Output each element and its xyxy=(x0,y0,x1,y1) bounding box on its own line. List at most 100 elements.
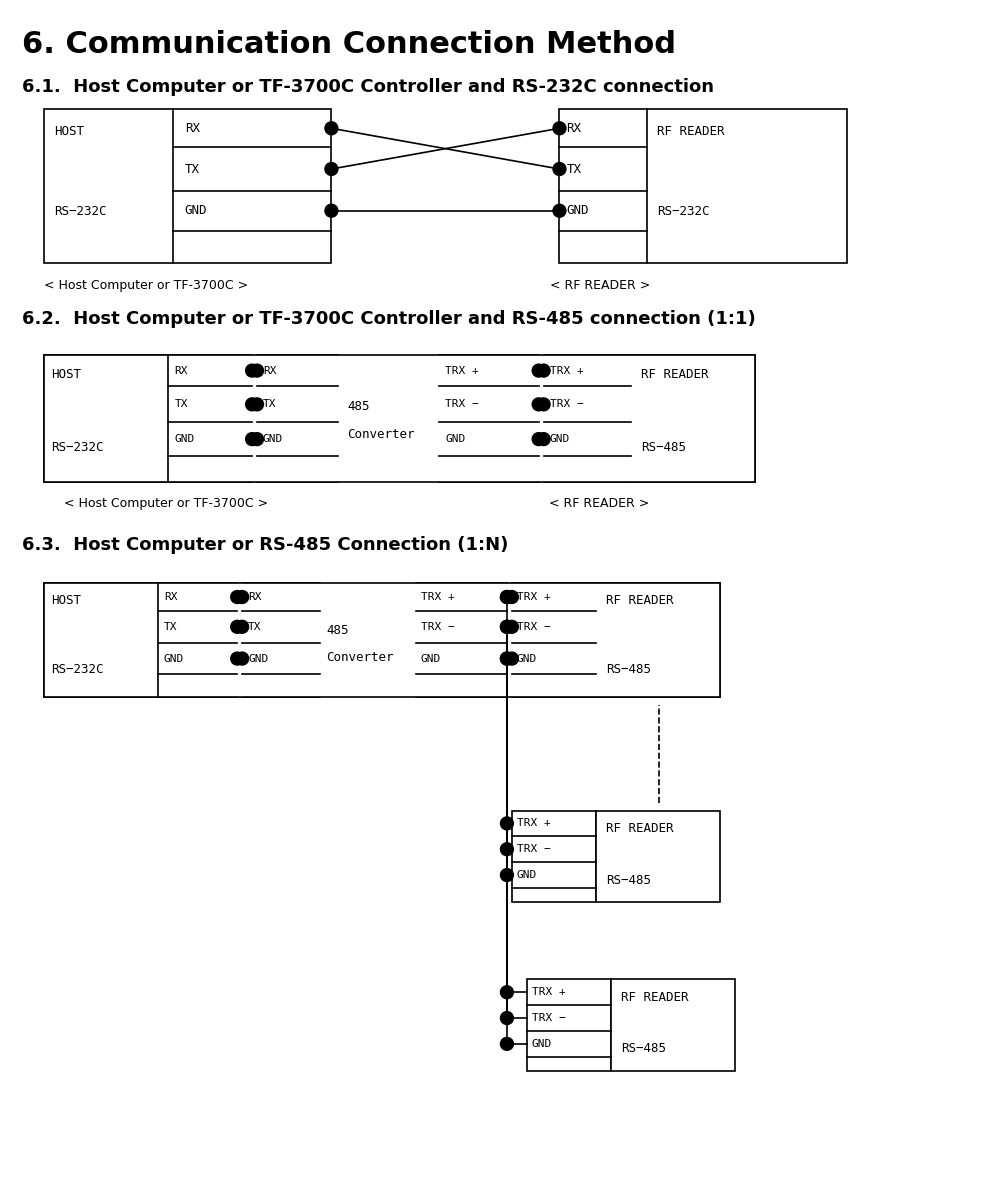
Circle shape xyxy=(500,591,513,604)
Circle shape xyxy=(246,398,259,410)
Text: GND: GND xyxy=(263,434,283,444)
Text: RS−232C: RS−232C xyxy=(656,206,709,218)
Text: < RF READER >: < RF READER > xyxy=(550,279,649,292)
Text: RS−485: RS−485 xyxy=(607,663,651,676)
Text: RF READER: RF READER xyxy=(607,822,673,835)
Bar xyxy=(44,355,252,482)
Bar xyxy=(512,584,597,697)
Text: TRX +: TRX + xyxy=(517,592,551,602)
Text: RS−485: RS−485 xyxy=(607,873,651,886)
Text: < RF READER >: < RF READER > xyxy=(549,498,648,511)
Bar xyxy=(612,980,735,1070)
Circle shape xyxy=(325,205,338,218)
Text: 6.2.  Host Computer or TF-3700C Controller and RS-485 connection (1:1): 6.2. Host Computer or TF-3700C Controlle… xyxy=(22,310,756,328)
Bar xyxy=(560,109,847,263)
Circle shape xyxy=(246,364,259,377)
Circle shape xyxy=(251,364,264,377)
Circle shape xyxy=(231,652,244,665)
Text: TX: TX xyxy=(184,163,199,176)
Bar xyxy=(242,584,320,697)
Text: TRX −: TRX − xyxy=(517,622,551,631)
Circle shape xyxy=(537,433,550,446)
Text: TRX −: TRX − xyxy=(420,622,454,631)
Bar xyxy=(44,584,237,697)
Bar xyxy=(630,355,755,482)
Bar xyxy=(544,355,630,482)
Text: TX: TX xyxy=(248,622,262,631)
Circle shape xyxy=(500,817,513,830)
Text: GND: GND xyxy=(163,653,184,664)
Bar xyxy=(415,584,507,697)
Bar xyxy=(44,355,755,482)
Circle shape xyxy=(532,433,545,446)
Text: 485: 485 xyxy=(348,399,370,413)
Bar xyxy=(597,811,720,902)
Text: TX: TX xyxy=(567,163,582,176)
Circle shape xyxy=(236,591,249,604)
Text: < Host Computer or TF-3700C >: < Host Computer or TF-3700C > xyxy=(64,498,268,511)
Text: 6.3.  Host Computer or RS-485 Connection (1:N): 6.3. Host Computer or RS-485 Connection … xyxy=(22,537,508,555)
Text: HOST: HOST xyxy=(54,124,84,138)
Text: GND: GND xyxy=(420,653,441,664)
Text: RX: RX xyxy=(248,592,262,602)
Circle shape xyxy=(505,621,518,633)
Circle shape xyxy=(500,1037,513,1050)
Text: RF READER: RF READER xyxy=(640,368,708,382)
Text: GND: GND xyxy=(248,653,268,664)
Text: GND: GND xyxy=(517,653,537,664)
Circle shape xyxy=(500,868,513,881)
Circle shape xyxy=(246,433,259,446)
Circle shape xyxy=(500,591,513,604)
Text: RF READER: RF READER xyxy=(621,990,688,1003)
Circle shape xyxy=(231,591,244,604)
Text: TRX −: TRX − xyxy=(550,399,584,409)
Circle shape xyxy=(231,621,244,633)
Text: RS−232C: RS−232C xyxy=(54,206,107,218)
Text: GND: GND xyxy=(174,434,195,444)
Circle shape xyxy=(325,122,338,135)
Text: RX: RX xyxy=(567,122,582,135)
Text: Converter: Converter xyxy=(327,651,394,664)
Bar xyxy=(257,355,339,482)
Text: 6.1.  Host Computer or TF-3700C Controller and RS-232C connection: 6.1. Host Computer or TF-3700C Controlle… xyxy=(22,78,714,96)
Text: TRX +: TRX + xyxy=(532,987,566,997)
Circle shape xyxy=(500,843,513,855)
Text: TRX +: TRX + xyxy=(445,366,479,376)
Text: HOST: HOST xyxy=(51,594,81,608)
Circle shape xyxy=(537,364,550,377)
Circle shape xyxy=(537,398,550,410)
Text: RF READER: RF READER xyxy=(607,594,673,608)
Text: RX: RX xyxy=(163,592,177,602)
Circle shape xyxy=(325,163,338,176)
Text: TX: TX xyxy=(263,399,277,409)
Bar xyxy=(527,980,612,1070)
Circle shape xyxy=(236,652,249,665)
Text: RX: RX xyxy=(174,366,188,376)
Circle shape xyxy=(532,364,545,377)
Text: GND: GND xyxy=(184,205,207,218)
Text: GND: GND xyxy=(567,205,589,218)
Circle shape xyxy=(500,652,513,665)
Text: RF READER: RF READER xyxy=(656,124,724,138)
Text: TRX +: TRX + xyxy=(550,366,584,376)
Circle shape xyxy=(505,652,518,665)
Circle shape xyxy=(532,398,545,410)
Text: RS−485: RS−485 xyxy=(640,440,686,453)
Text: TRX +: TRX + xyxy=(420,592,454,602)
Circle shape xyxy=(500,1012,513,1025)
Text: TRX −: TRX − xyxy=(532,1013,566,1023)
Text: RS−485: RS−485 xyxy=(621,1043,666,1055)
Circle shape xyxy=(553,205,566,218)
Circle shape xyxy=(251,433,264,446)
Text: TRX −: TRX − xyxy=(517,844,551,854)
Text: GND: GND xyxy=(517,869,537,880)
Bar xyxy=(439,355,539,482)
Circle shape xyxy=(500,621,513,633)
Text: 485: 485 xyxy=(327,624,349,636)
Text: RS−232C: RS−232C xyxy=(51,440,104,453)
Circle shape xyxy=(553,163,566,176)
Text: TX: TX xyxy=(163,622,177,631)
Text: TX: TX xyxy=(174,399,188,409)
Text: HOST: HOST xyxy=(51,368,81,382)
Text: TRX +: TRX + xyxy=(517,818,551,829)
